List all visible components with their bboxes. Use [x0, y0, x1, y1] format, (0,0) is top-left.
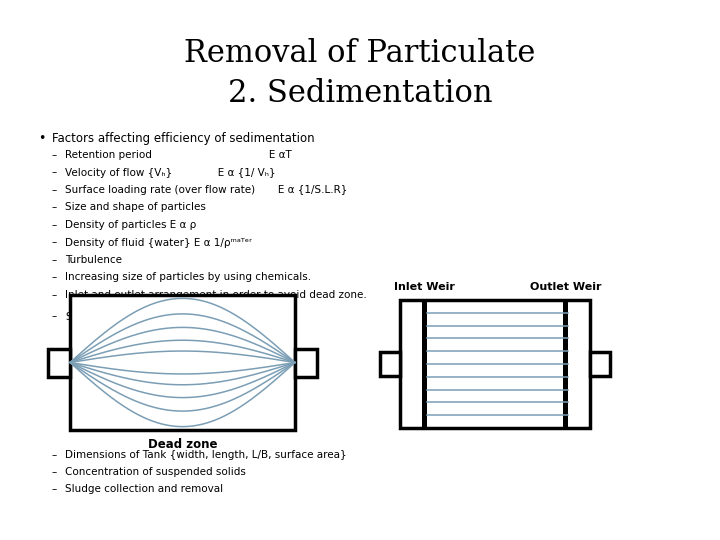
- Bar: [400, 300, 590, 428]
- Bar: [48, 348, 70, 376]
- Text: –: –: [52, 150, 58, 160]
- Text: Factors affecting efficiency of sedimentation: Factors affecting efficiency of sediment…: [52, 132, 315, 145]
- Text: Dimensions of Tank {width, length, L/B, surface area}: Dimensions of Tank {width, length, L/B, …: [65, 450, 346, 460]
- Text: –: –: [52, 273, 58, 282]
- Text: Density of fluid {water} E α 1/ρᵐᵃᵀᵉʳ: Density of fluid {water} E α 1/ρᵐᵃᵀᵉʳ: [65, 238, 252, 247]
- Text: S: S: [65, 312, 71, 321]
- Text: Surface loading rate (over flow rate)       E α {1/S.L.R}: Surface loading rate (over flow rate) E …: [65, 185, 347, 195]
- Bar: [563, 300, 568, 428]
- Text: Retention period                                    E αT: Retention period E αT: [65, 150, 292, 160]
- Text: Turbulence: Turbulence: [65, 255, 122, 265]
- Text: –: –: [52, 220, 58, 230]
- Text: –: –: [52, 450, 58, 460]
- Text: 2. Sedimentation: 2. Sedimentation: [228, 78, 492, 109]
- Text: –: –: [52, 312, 58, 321]
- Text: Density of particles E α ρ: Density of particles E α ρ: [65, 220, 197, 230]
- Bar: [590, 352, 610, 376]
- Bar: [422, 300, 427, 428]
- Text: Sludge collection and removal: Sludge collection and removal: [65, 484, 223, 494]
- Text: –: –: [52, 185, 58, 195]
- Text: –: –: [52, 238, 58, 247]
- Text: Dead zone: Dead zone: [148, 438, 217, 451]
- Text: •: •: [38, 132, 45, 145]
- Text: –: –: [52, 290, 58, 300]
- Bar: [70, 295, 295, 430]
- Text: –: –: [52, 467, 58, 477]
- Text: Inlet and outlet arrangement in order to avoid dead zone.: Inlet and outlet arrangement in order to…: [65, 290, 366, 300]
- Text: –: –: [52, 484, 58, 494]
- Text: Removal of Particulate: Removal of Particulate: [184, 38, 536, 69]
- Bar: [295, 348, 317, 376]
- Text: Increasing size of particles by using chemicals.: Increasing size of particles by using ch…: [65, 273, 311, 282]
- Text: Velocity of flow {Vₕ}              E α {1/ Vₕ}: Velocity of flow {Vₕ} E α {1/ Vₕ}: [65, 167, 276, 178]
- Text: –: –: [52, 167, 58, 178]
- Text: –: –: [52, 255, 58, 265]
- Text: –: –: [52, 202, 58, 213]
- Bar: [380, 352, 400, 376]
- Text: Outlet Weir: Outlet Weir: [530, 282, 601, 292]
- Text: Concentration of suspended solids: Concentration of suspended solids: [65, 467, 246, 477]
- Text: Inlet Weir: Inlet Weir: [394, 282, 455, 292]
- Text: Size and shape of particles: Size and shape of particles: [65, 202, 206, 213]
